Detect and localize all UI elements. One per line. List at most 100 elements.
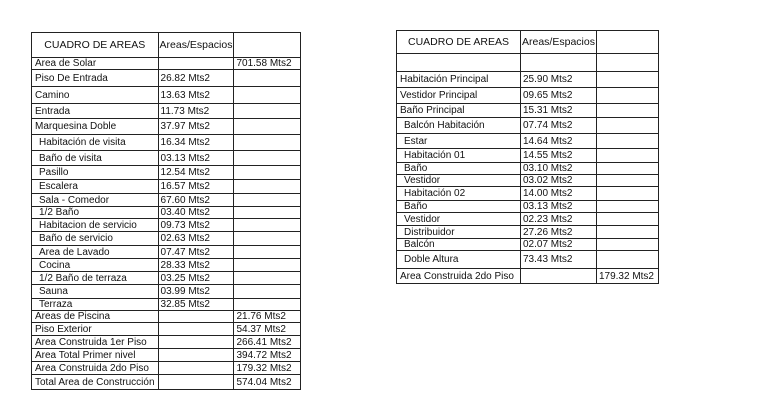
table-row: Escalera 16.57 Mts2 bbox=[31, 179, 302, 194]
table-row: Balcón Habitación 07.74 Mts2 bbox=[396, 117, 659, 134]
table-row: Balcón 02.07 Mts2 bbox=[396, 238, 659, 251]
table-row: Piso Exterior 54.37 Mts2 bbox=[31, 322, 302, 336]
row-label: Habitación Principal bbox=[396, 71, 521, 88]
row-label: Vestidor bbox=[396, 174, 521, 187]
left-area-table: CUADRO DE AREAS Areas/Espacios Area de S… bbox=[31, 32, 302, 390]
row-label: Camino bbox=[31, 86, 159, 104]
row-total bbox=[233, 284, 302, 299]
row-label: Area Total Primer nivel bbox=[31, 348, 159, 362]
table-row: 1/2 Baño de terraza 03.25 Mts2 bbox=[31, 271, 302, 285]
row-total bbox=[233, 231, 302, 246]
row-label: Area Construida 1er Piso bbox=[31, 335, 159, 349]
table-row: Pasillo 12.54 Mts2 bbox=[31, 165, 302, 180]
row-total bbox=[595, 103, 659, 118]
table-row: Marquesina Doble 37.97 Mts2 bbox=[31, 118, 302, 135]
table-row: Camino 13.63 Mts2 bbox=[31, 86, 302, 104]
row-area: 02.63 Mts2 bbox=[157, 231, 235, 246]
row-area: 09.65 Mts2 bbox=[520, 87, 597, 104]
row-total bbox=[233, 258, 302, 272]
row-area: 27.26 Mts2 bbox=[520, 225, 597, 239]
row-label: Baño bbox=[396, 162, 521, 175]
row-label: Area Construida 2do Piso bbox=[31, 361, 159, 375]
row-area: 16.34 Mts2 bbox=[157, 134, 235, 151]
row-total bbox=[595, 148, 659, 163]
table-row: Estar 14.64 Mts2 bbox=[396, 133, 659, 149]
row-total: 394.72 Mts2 bbox=[233, 348, 302, 362]
row-area bbox=[157, 310, 235, 323]
table-row: Vestidor Principal 09.65 Mts2 bbox=[396, 87, 659, 104]
row-area: 03.99 Mts2 bbox=[157, 284, 235, 299]
row-label: Terraza bbox=[31, 298, 159, 311]
table-row: Baño 03.13 Mts2 bbox=[396, 200, 659, 213]
row-area: 32.85 Mts2 bbox=[157, 298, 235, 311]
table-row: Habitacion de servicio 09.73 Mts2 bbox=[31, 218, 302, 232]
row-total bbox=[595, 250, 659, 269]
table-row: Doble Altura 73.43 Mts2 bbox=[396, 250, 659, 269]
row-label: Habitación 01 bbox=[396, 148, 521, 163]
row-label: Sauna bbox=[31, 284, 159, 299]
row-label: Area de Lavado bbox=[31, 245, 159, 259]
row-area bbox=[157, 335, 235, 349]
header-total bbox=[595, 30, 659, 54]
table-row: Habitación 02 14.00 Mts2 bbox=[396, 186, 659, 201]
row-area: 09.73 Mts2 bbox=[157, 218, 235, 232]
row-label: Piso Exterior bbox=[31, 322, 159, 336]
table-row: 1/2 Baño 03.40 Mts2 bbox=[31, 206, 302, 219]
row-area: 15.31 Mts2 bbox=[520, 103, 597, 118]
row-label: 1/2 Baño bbox=[31, 206, 159, 219]
table-row: Vestidor 03.02 Mts2 bbox=[396, 174, 659, 187]
table-row: Terraza 32.85 Mts2 bbox=[31, 298, 302, 311]
row-label: Sala - Comedor bbox=[31, 193, 159, 207]
row-total bbox=[595, 200, 659, 213]
row-area: 25.90 Mts2 bbox=[520, 71, 597, 88]
row-label: Area de Solar bbox=[31, 57, 159, 70]
row-label: Habitacion de servicio bbox=[31, 218, 159, 232]
row-total bbox=[595, 71, 659, 88]
table-row: Total Area de Construcción 574.04 Mts2 bbox=[31, 374, 302, 390]
row-area: 03.13 Mts2 bbox=[520, 200, 597, 213]
row-area bbox=[157, 374, 235, 390]
row-total: 21.76 Mts2 bbox=[233, 310, 302, 323]
row-area bbox=[520, 268, 597, 284]
row-label: Cocina bbox=[31, 258, 159, 272]
table-row: Area Construida 2do Piso 179.32 Mts2 bbox=[396, 268, 659, 284]
row-area: 13.63 Mts2 bbox=[157, 86, 235, 104]
table-row: Sala - Comedor 67.60 Mts2 bbox=[31, 193, 302, 207]
row-area: 73.43 Mts2 bbox=[520, 250, 597, 269]
row-area: 02.07 Mts2 bbox=[520, 238, 597, 251]
row-label: Marquesina Doble bbox=[31, 118, 159, 135]
row-total bbox=[595, 238, 659, 251]
table-row: Habitación 01 14.55 Mts2 bbox=[396, 148, 659, 163]
row-label: Baño Principal bbox=[396, 103, 521, 118]
row-area: 14.00 Mts2 bbox=[520, 186, 597, 201]
row-total: 266.41 Mts2 bbox=[233, 335, 302, 349]
row-label: Balcón bbox=[396, 238, 521, 251]
row-total: 179.32 Mts2 bbox=[595, 268, 659, 284]
table-row: Entrada 11.73 Mts2 bbox=[31, 103, 302, 119]
right-area-table: CUADRO DE AREAS Areas/Espacios Habitació… bbox=[396, 30, 659, 284]
table-row bbox=[396, 53, 659, 72]
row-total bbox=[233, 218, 302, 232]
left-table-body: CUADRO DE AREAS Areas/Espacios Area de S… bbox=[31, 32, 302, 390]
row-total bbox=[595, 53, 659, 72]
row-label: Balcón Habitación bbox=[396, 117, 521, 134]
table-row: Baño 03.10 Mts2 bbox=[396, 162, 659, 175]
row-area: 67.60 Mts2 bbox=[157, 193, 235, 207]
row-label: Habitación 02 bbox=[396, 186, 521, 201]
row-area: 03.25 Mts2 bbox=[157, 271, 235, 285]
header-total bbox=[233, 32, 302, 58]
table-row: Area Construida 1er Piso 266.41 Mts2 bbox=[31, 335, 302, 349]
table-row: Piso De Entrada 26.82 Mts2 bbox=[31, 69, 302, 87]
row-total bbox=[233, 193, 302, 207]
row-total bbox=[233, 69, 302, 87]
row-area: 03.40 Mts2 bbox=[157, 206, 235, 219]
row-label: Pasillo bbox=[31, 165, 159, 180]
row-area: 11.73 Mts2 bbox=[157, 103, 235, 119]
row-area bbox=[157, 322, 235, 336]
row-total bbox=[233, 150, 302, 166]
row-total bbox=[595, 225, 659, 239]
row-total bbox=[595, 162, 659, 175]
header-areas: Areas/Espacios bbox=[157, 32, 235, 58]
row-area bbox=[157, 348, 235, 362]
row-label bbox=[396, 53, 521, 72]
